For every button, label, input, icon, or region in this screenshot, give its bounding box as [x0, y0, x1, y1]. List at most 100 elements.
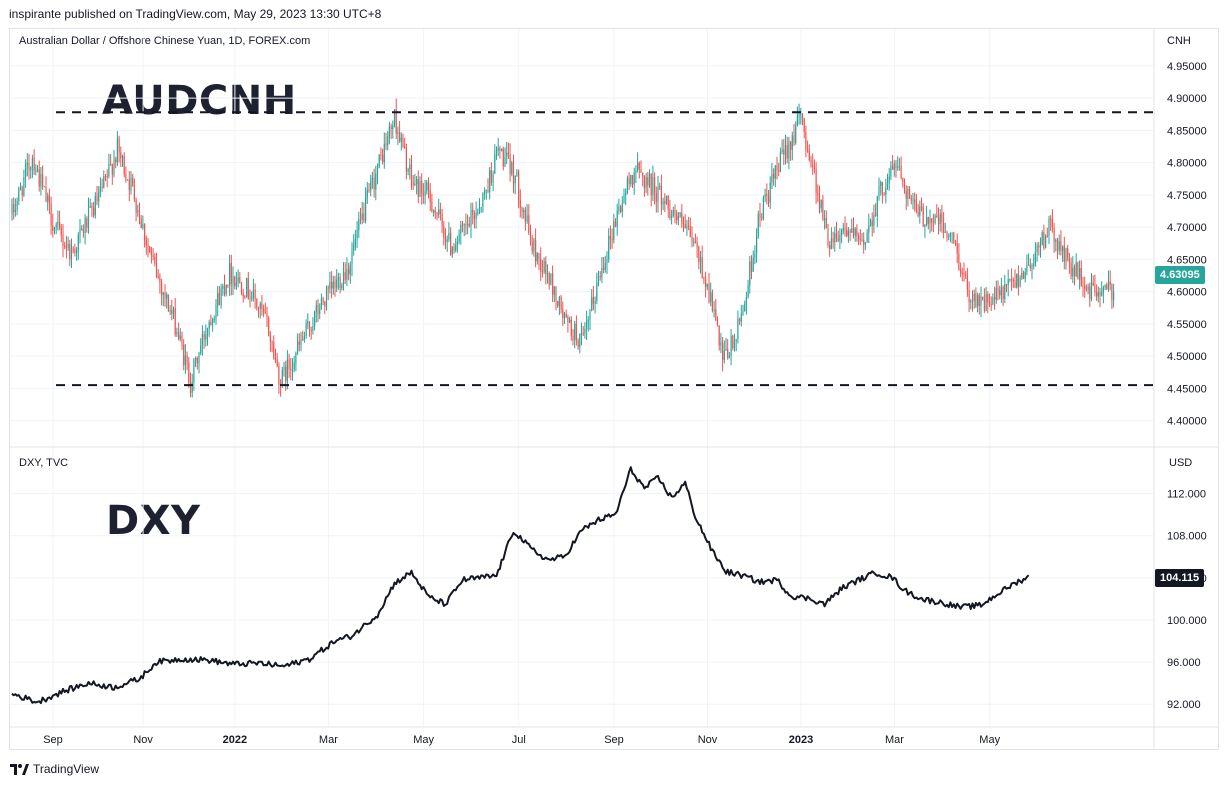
audcnh-candle	[987, 291, 989, 314]
audcnh-candle-body	[885, 187, 887, 195]
audcnh-candle-body	[16, 201, 18, 210]
audcnh-candle	[623, 188, 625, 204]
audcnh-candle-body	[501, 148, 503, 151]
audcnh-candle	[118, 135, 120, 163]
audcnh-candle-body	[754, 253, 756, 258]
audcnh-candle-body	[970, 300, 972, 303]
audcnh-candle-body	[210, 321, 212, 326]
audcnh-candle	[43, 186, 45, 188]
audcnh-candle	[387, 130, 389, 151]
audcnh-candle-body	[19, 187, 22, 189]
audcnh-candle	[200, 338, 202, 356]
audcnh-candle	[87, 197, 90, 234]
audcnh-candle	[550, 273, 552, 286]
audcnh-candle	[64, 241, 66, 250]
audcnh-candle	[705, 271, 707, 298]
audcnh-candle	[378, 154, 380, 169]
audcnh-candle	[448, 222, 450, 243]
audcnh-candle-body	[111, 164, 113, 175]
audcnh-candle-body	[229, 262, 231, 286]
audcnh-candle-body	[604, 263, 606, 270]
audcnh-candle-body	[315, 305, 317, 312]
audcnh-candle-body	[344, 272, 346, 280]
audcnh-candle-body	[939, 213, 941, 225]
audcnh-candle	[48, 188, 50, 215]
audcnh-candle-body	[926, 217, 928, 225]
dxy-last-price-tag: 104.115	[1155, 569, 1205, 587]
audcnh-candle-body	[518, 171, 520, 200]
audcnh-candle-body	[591, 297, 593, 311]
audcnh-candle-body	[183, 344, 185, 366]
audcnh-candle-body	[890, 165, 892, 177]
audcnh-candle	[1060, 230, 1062, 256]
audcnh-candle-body	[776, 165, 778, 170]
audcnh-candle	[766, 183, 768, 205]
audcnh-candle	[684, 214, 686, 229]
audcnh-candle	[467, 214, 469, 235]
audcnh-candle	[674, 204, 676, 224]
audcnh-candle-body	[235, 282, 237, 287]
dxy-series-line[interactable]	[11, 466, 1030, 705]
audcnh-candle-body	[728, 356, 730, 358]
audcnh-candle-body	[64, 245, 66, 247]
audcnh-candle	[873, 204, 875, 234]
audcnh-candle	[106, 169, 108, 188]
audcnh-candle-body	[603, 267, 605, 270]
audcnh-candle-body	[1101, 292, 1103, 296]
audcnh-candle	[1068, 252, 1070, 274]
audcnh-candle	[351, 242, 353, 277]
audcnh-candle-body	[120, 152, 122, 159]
audcnh-candle	[1043, 224, 1045, 251]
audcnh-candle	[949, 232, 951, 243]
audcnh-candle-body	[96, 195, 98, 202]
audcnh-candle-body	[582, 333, 584, 335]
audcnh-candle-body	[222, 285, 224, 289]
audcnh-candle-body	[249, 298, 251, 300]
audcnh-candle	[665, 195, 668, 205]
audcnh-candle-body	[895, 163, 897, 168]
audcnh-candle-body	[796, 115, 798, 126]
audcnh-candle	[480, 207, 482, 213]
audcnh-candle-body	[363, 213, 365, 222]
audcnh-candle-body	[327, 287, 329, 289]
audcnh-candle-body	[176, 331, 178, 335]
audcnh-candle-body	[783, 149, 785, 155]
audcnh-candle	[298, 333, 300, 352]
audcnh-candle-body	[196, 358, 198, 364]
audcnh-candle-body	[477, 212, 479, 214]
audcnh-candle-body	[317, 305, 319, 315]
audcnh-candle-body	[999, 290, 1001, 296]
audcnh-candle	[518, 169, 520, 209]
audcnh-candle	[1075, 253, 1077, 277]
audcnh-candle	[121, 154, 124, 168]
audcnh-candle	[1072, 256, 1074, 284]
audcnh-candle	[511, 160, 513, 177]
audcnh-candle-body	[798, 114, 800, 116]
audcnh-candle	[332, 275, 334, 295]
x-tick-label: Mar	[885, 734, 904, 746]
audcnh-candle-body	[574, 323, 576, 341]
audcnh-candle	[273, 335, 275, 360]
audcnh-candle	[188, 357, 190, 388]
audcnh-candle	[917, 203, 919, 218]
audcnh-candle-body	[994, 297, 996, 300]
audcnh-candle	[861, 232, 863, 242]
audcnh-candle-body	[26, 162, 28, 166]
audcnh-candle-body	[756, 235, 758, 254]
audcnh-candle-body	[157, 276, 159, 278]
audcnh-candle-body	[193, 360, 195, 383]
audcnh-candle-body	[584, 328, 586, 334]
audcnh-candle-body	[288, 359, 290, 369]
audcnh-candle-body	[536, 253, 538, 262]
audcnh-candle	[484, 187, 486, 200]
audcnh-candle-body	[463, 224, 465, 226]
audcnh-candle-body	[237, 277, 239, 283]
audcnh-candle-body	[909, 188, 911, 199]
audcnh-candle-body	[424, 190, 426, 196]
audcnh-candle	[895, 160, 897, 178]
audcnh-candle-body	[150, 251, 152, 256]
audcnh-candle-body	[409, 164, 411, 170]
audcnh-candle-body	[667, 196, 669, 210]
audcnh-candle	[356, 221, 358, 248]
